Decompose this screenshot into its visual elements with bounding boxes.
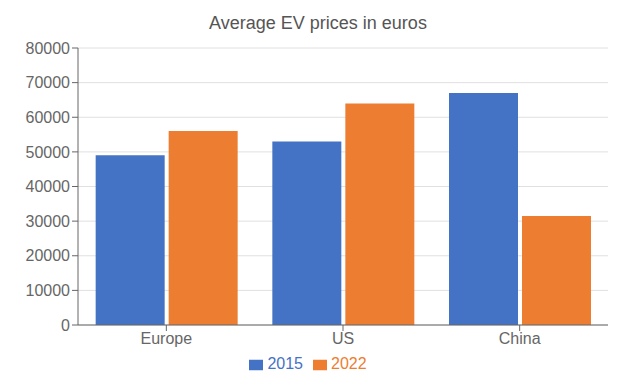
svg-text:China: China (499, 330, 541, 347)
svg-text:Europe: Europe (141, 330, 193, 347)
svg-text:80000: 80000 (26, 40, 71, 57)
svg-text:30000: 30000 (26, 213, 71, 230)
svg-text:50000: 50000 (26, 144, 71, 161)
svg-text:70000: 70000 (26, 74, 71, 91)
svg-text:20000: 20000 (26, 247, 71, 264)
svg-text:US: US (332, 330, 354, 347)
svg-text:0: 0 (61, 317, 70, 334)
svg-text:60000: 60000 (26, 109, 71, 126)
svg-text:10000: 10000 (26, 282, 71, 299)
html-text:Average EV prices in euros: Average EV prices in euros (209, 13, 427, 33)
svg-text:40000: 40000 (26, 178, 71, 195)
html-text:2022: 2022 (331, 355, 367, 372)
html-text:2015: 2015 (267, 355, 303, 372)
